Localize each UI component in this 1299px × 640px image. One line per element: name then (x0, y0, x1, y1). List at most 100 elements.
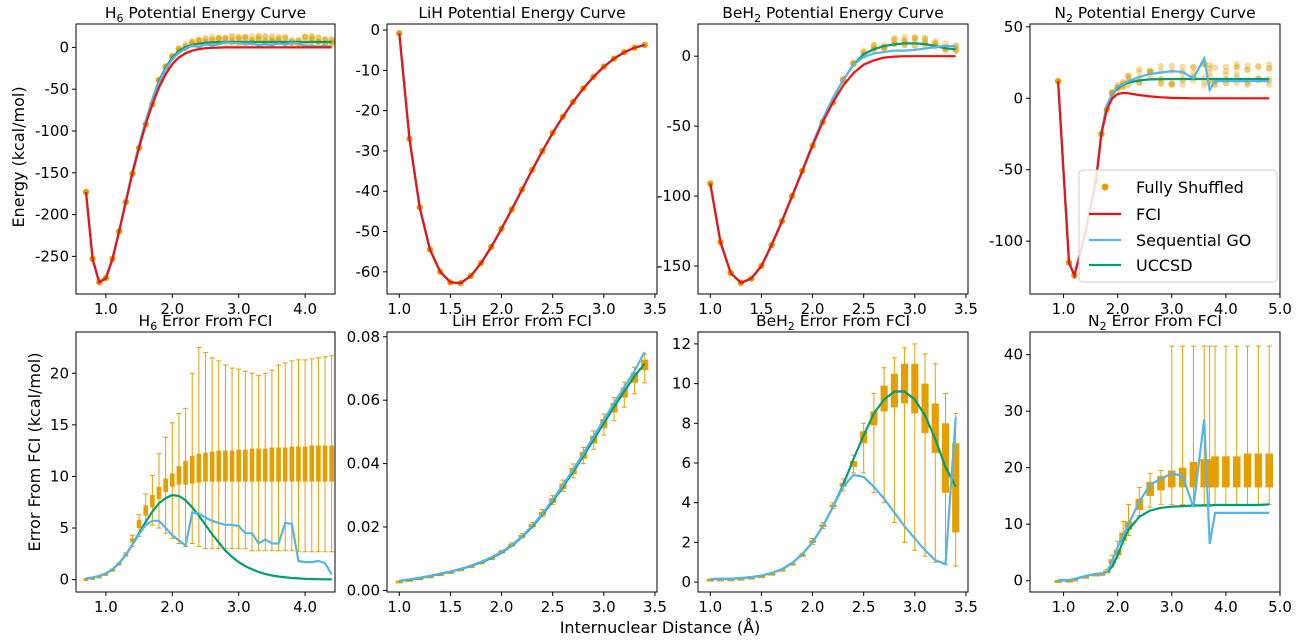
chart-title-rest: Potential Energy Curve (1073, 4, 1256, 22)
scatter-point-fully-shuffled (215, 34, 222, 42)
y-tick-label: 4 (681, 494, 691, 512)
box-body (276, 447, 281, 482)
y-tick-label: -50 (45, 80, 70, 98)
y-tick-label: 0 (370, 21, 380, 39)
scatter-point-fully-shuffled (262, 33, 269, 40)
x-tick-label: 3.5 (954, 300, 978, 318)
x-tick-label: 2.0 (160, 598, 184, 616)
x-tick-label: 1.5 (438, 300, 462, 318)
box-body (83, 578, 89, 582)
scatter-point-fully-shuffled (275, 35, 282, 42)
box-body (329, 445, 335, 482)
scatter-point-fully-shuffled (215, 35, 222, 43)
chart-title: LiH Error From FCI (452, 312, 592, 330)
scatter-point-fully-shuffled (1233, 64, 1240, 71)
legend-marker-fully-shuffled (1101, 183, 1109, 191)
chart-title: H6 Error From FCI (139, 312, 273, 333)
x-tick-label: 3.5 (643, 300, 667, 318)
x-tick-label: 1.5 (749, 300, 773, 318)
scatter-point-fully-shuffled (952, 46, 959, 53)
series-line-uccsd (398, 33, 645, 285)
y-tick-label: -150 (35, 164, 69, 182)
plot-area (82, 32, 335, 286)
scatter-point-fully-shuffled (911, 34, 919, 41)
y-tick-label: -30 (356, 142, 381, 160)
scatter-point-fully-shuffled (262, 33, 269, 40)
axes-frame (75, 331, 336, 593)
scatter-point-fully-shuffled (1206, 64, 1213, 72)
y-tick-label: -100 (989, 232, 1023, 250)
y-axis-label-error: Error From FCI (kcal/mol) (25, 353, 44, 552)
x-tick-label: 2.5 (541, 300, 565, 318)
scatter-point-fully-shuffled (281, 35, 289, 42)
scatter-point-fully-shuffled (1201, 78, 1208, 86)
x-tick-label: 2.5 (541, 598, 565, 616)
scatter-point-fully-shuffled (870, 41, 878, 49)
plot-area (396, 30, 648, 287)
chart-title-subscript: 2 (754, 12, 761, 25)
box-body (216, 450, 222, 482)
box-body (176, 466, 182, 485)
series-line-fci (84, 46, 332, 285)
scatter-point-fully-shuffled (921, 35, 929, 42)
plot-area (395, 351, 649, 584)
scatter-point-fully-shuffled (308, 35, 315, 43)
y-tick-label: -50 (999, 161, 1024, 179)
scatter-point-fully-shuffled (952, 43, 959, 50)
y-tick-label: -10 (356, 61, 381, 79)
scatter-point-fully-shuffled (275, 33, 282, 40)
y-tick-label: 0 (1013, 572, 1023, 590)
series-line-uccsd (399, 363, 646, 582)
box-body (309, 445, 315, 482)
y-tick-label: 2 (681, 533, 691, 551)
box-body (706, 579, 714, 582)
y-tick-label: 15 (50, 416, 69, 434)
scatter-point-fully-shuffled (932, 39, 939, 46)
scatter-point-fully-shuffled (222, 35, 229, 42)
axes-frame (1029, 331, 1281, 593)
box-body (395, 580, 403, 584)
scatter-point-fully-shuffled (228, 32, 236, 40)
plot-area (83, 346, 335, 582)
scatter-point-fully-shuffled (1179, 63, 1186, 71)
chart-title-main: BeH (756, 312, 788, 330)
chart-title-subscript: 2 (1100, 320, 1107, 333)
scatter-point-fully-shuffled (1222, 63, 1230, 71)
y-tick-label: 6 (681, 454, 691, 472)
box-body (952, 443, 960, 533)
x-tick-label: 5.0 (1268, 300, 1292, 318)
series-line-fci (398, 33, 645, 285)
scatter-point-fully-shuffled (195, 36, 203, 44)
scatter-point-fully-shuffled (1168, 79, 1175, 87)
scatter-point-fully-shuffled (1190, 63, 1197, 71)
axes-frame (386, 331, 658, 593)
box-body (1157, 476, 1165, 491)
chart-title-main: H (105, 4, 117, 22)
scatter-point-fully-shuffled (268, 35, 276, 42)
box-body (183, 460, 188, 485)
box-body (1232, 456, 1241, 488)
chart-title-main: LiH Error From FCI (452, 312, 592, 330)
scatter-point-fully-shuffled (1222, 67, 1230, 75)
scatter-point-fully-shuffled (1255, 62, 1262, 70)
x-tick-label: 4.0 (1214, 300, 1238, 318)
scatter-point-fully-shuffled (396, 30, 403, 37)
x-tick-label: 1.5 (438, 598, 462, 616)
scatter-point-fully-shuffled (1157, 80, 1165, 88)
scatter-point-fully-shuffled (911, 35, 919, 43)
scatter-point-fully-shuffled (1222, 71, 1230, 78)
y-tick-label: 40 (1004, 346, 1023, 364)
chart-title-main: N (1054, 4, 1066, 22)
chart-title: BeH2 Potential Energy Curve (722, 4, 944, 25)
scatter-point-fully-shuffled (1233, 61, 1240, 68)
panel-n2_error: N2 Error From FCI 1.0 2.0 3.0 4.0 5.0 0 10 20 30 4… (1004, 312, 1292, 616)
x-tick-label: 2.0 (490, 300, 514, 318)
y-tick-label: -250 (35, 247, 69, 265)
y-tick-label: 20 (1004, 459, 1023, 477)
legend-label-fully-shuffled: Fully Shuffled (1136, 178, 1244, 197)
legend-box (1078, 169, 1278, 283)
scatter-point-fully-shuffled (1136, 68, 1143, 76)
plot-area (706, 343, 960, 582)
box-body (1167, 470, 1176, 488)
series-line-uccsd (1058, 503, 1270, 582)
